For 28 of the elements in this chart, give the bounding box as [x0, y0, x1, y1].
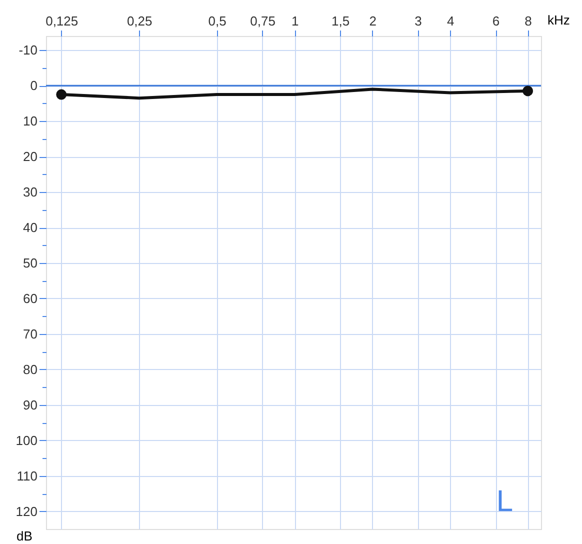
y-tick-label: 80: [23, 362, 38, 377]
x-tick-label: 8: [524, 14, 532, 28]
x-tick-label: 2: [369, 14, 376, 28]
y-axis-title: dB: [16, 528, 32, 544]
x-axis-title: kHz: [548, 12, 570, 28]
y-tick-label: 10: [23, 114, 38, 129]
y-tick-label: 50: [23, 255, 38, 270]
y-tick-label: 20: [23, 149, 38, 164]
x-tick-label: 0,25: [126, 14, 152, 28]
y-tick-label: 0: [30, 78, 38, 94]
x-tick-label: 0,75: [250, 14, 276, 28]
y-tick-label: -10: [18, 42, 38, 58]
x-tick-label: 6: [492, 14, 500, 28]
y-tick-label: 40: [23, 220, 38, 236]
y-tick-label: 100: [16, 432, 38, 448]
x-tick-label: 4: [446, 14, 454, 28]
x-tick-label: 0,5: [208, 14, 226, 28]
y-tick-label: 70: [23, 326, 38, 342]
y-tick-label: 60: [23, 290, 38, 306]
y-tick-label: 90: [23, 397, 38, 412]
y-tick-label: 110: [16, 468, 38, 484]
x-tick-label: 1,5: [332, 14, 350, 28]
y-tick-label: 120: [16, 504, 38, 519]
annotation: L: [496, 485, 513, 518]
x-tick-label: 0,125: [46, 14, 78, 28]
y-tick-label: 30: [23, 184, 38, 200]
x-tick-label: 3: [414, 14, 422, 28]
x-tick-label: 1: [291, 14, 299, 28]
